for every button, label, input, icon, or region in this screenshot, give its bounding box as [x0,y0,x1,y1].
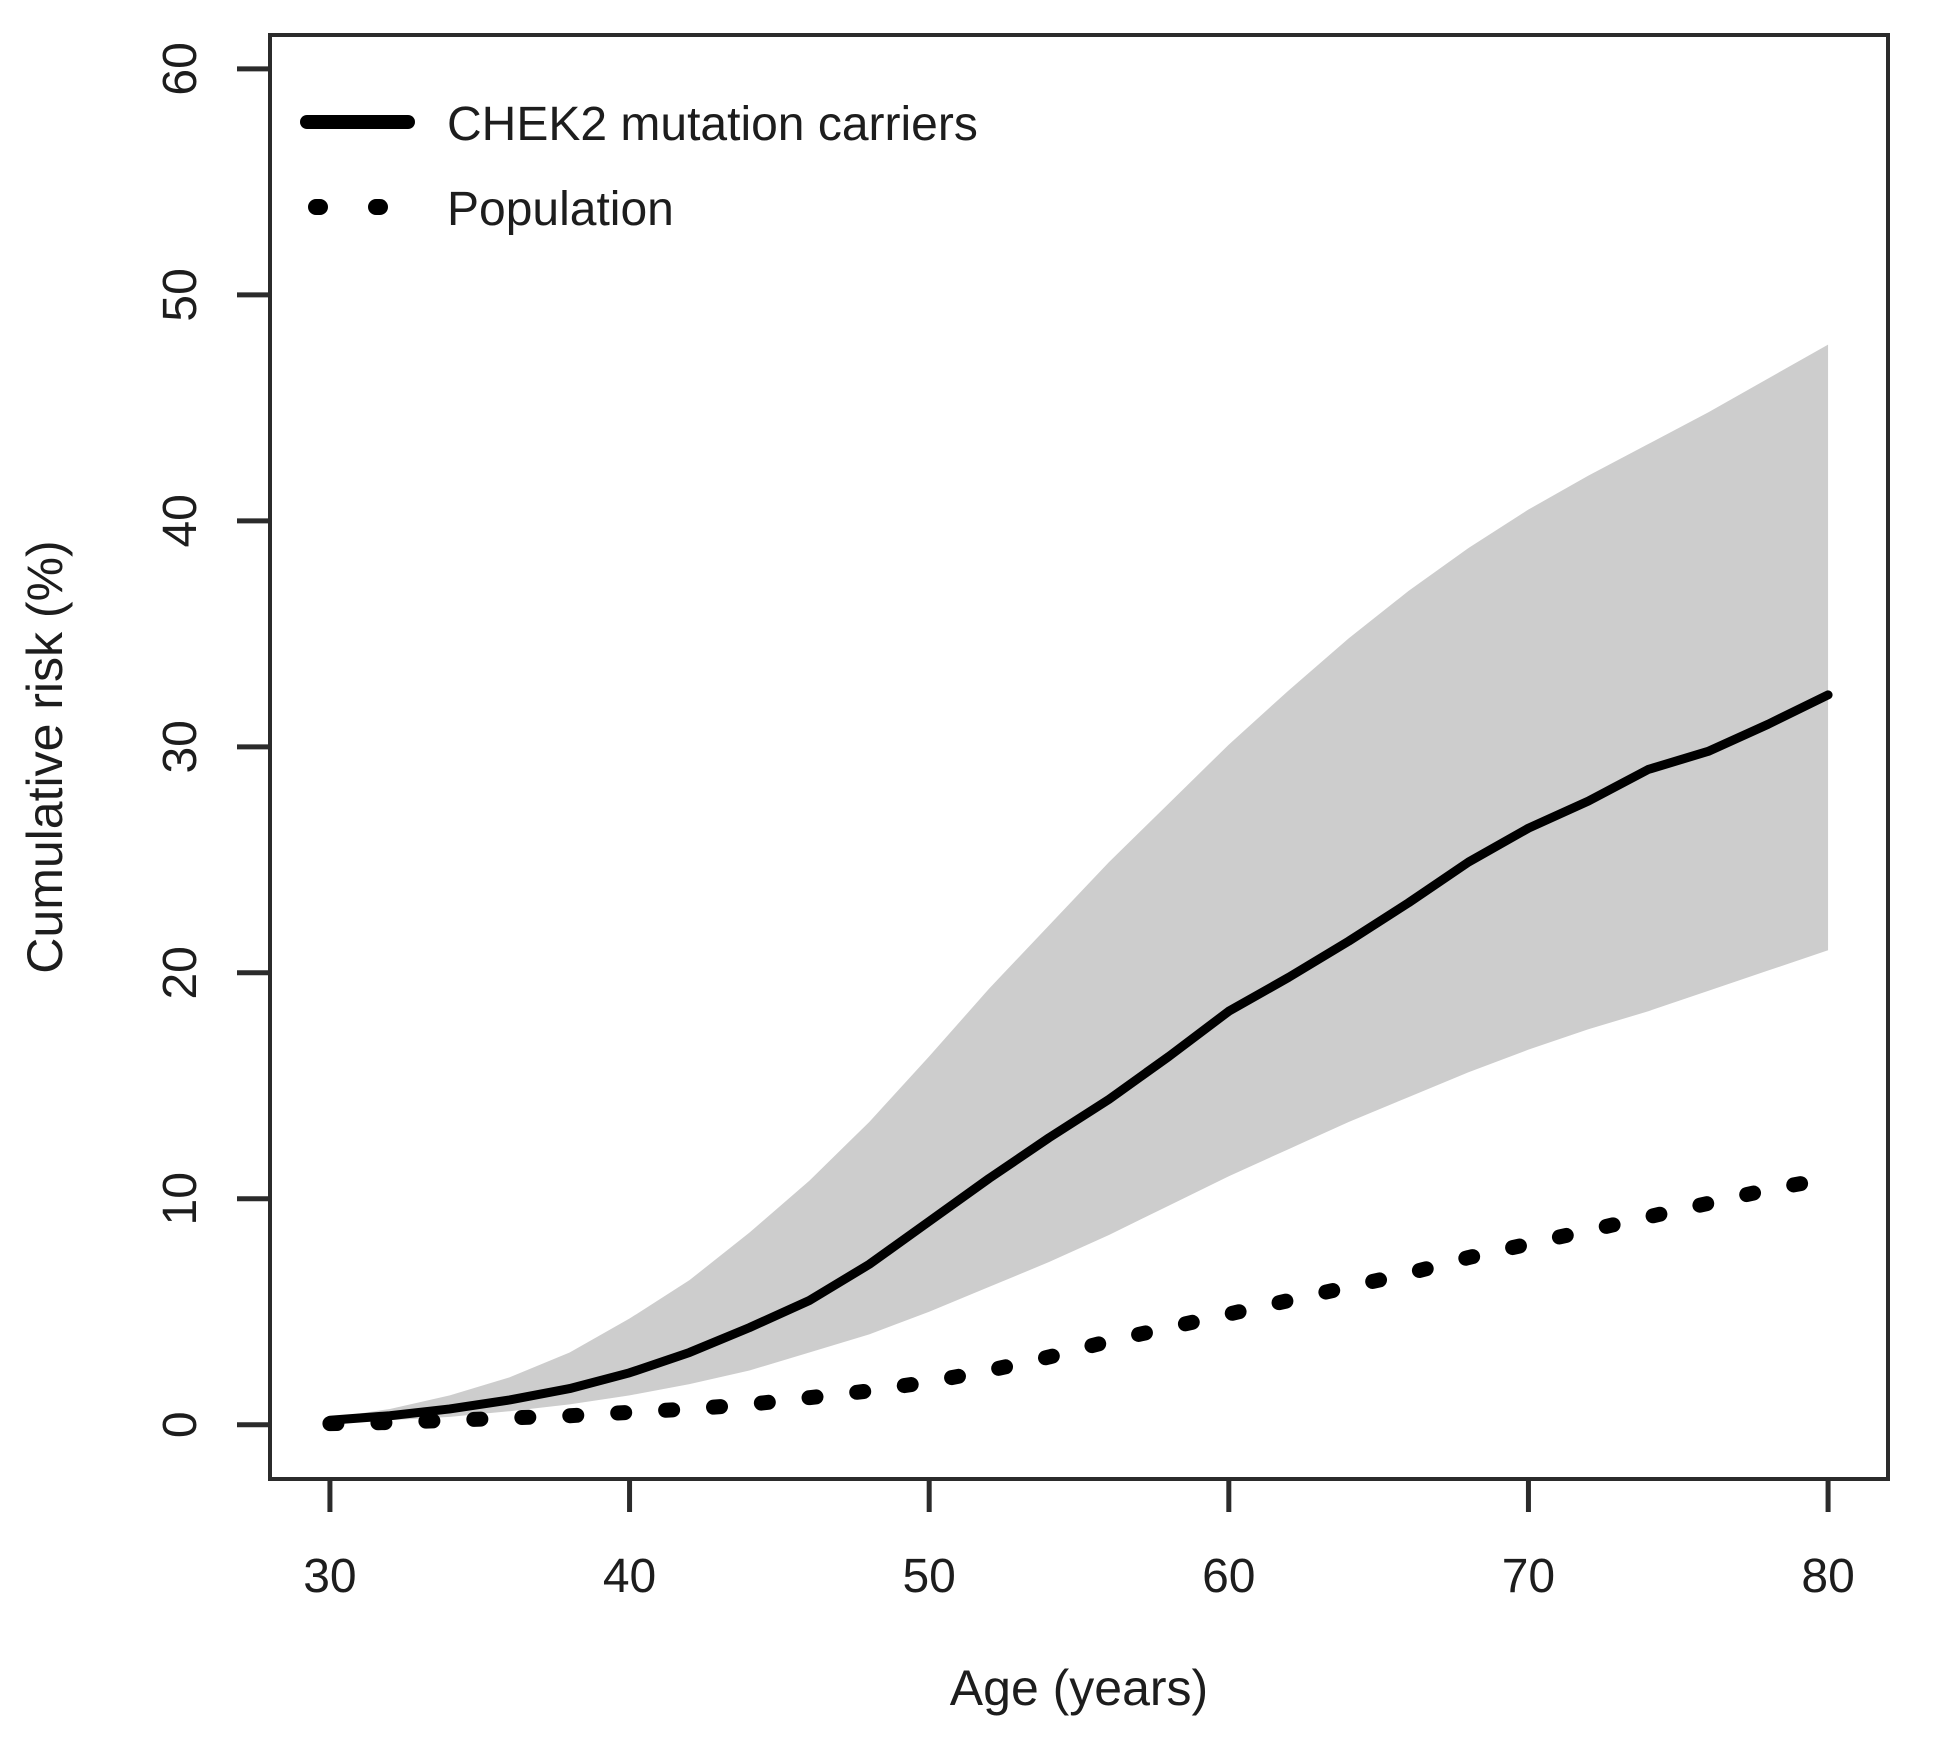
y-axis-title: Cumulative risk (%) [17,540,73,973]
legend-label-population: Population [447,183,674,236]
y-axis-ticks: 0 10 20 30 40 50 60 [154,42,270,1438]
y-tick-label: 10 [154,1172,207,1225]
population-line [322,1170,1836,1432]
y-tick-label: 0 [154,1411,207,1438]
x-tick-label: 30 [303,1550,356,1603]
legend: CHEK2 mutation carriers Population [300,98,978,236]
y-tick-label: 60 [154,42,207,95]
y-tick-label: 30 [154,720,207,773]
x-tick-label: 70 [1502,1550,1555,1603]
series-lines [322,690,1836,1432]
x-tick-label: 40 [603,1550,656,1603]
confidence-band [329,344,1829,1423]
y-tick-label: 50 [154,268,207,321]
x-tick-label: 80 [1801,1550,1854,1603]
x-tick-label: 50 [902,1550,955,1603]
x-axis-ticks: 30 40 50 60 70 80 [303,1479,1855,1603]
plot-border [268,33,1890,1481]
x-axis-title: Age (years) [950,1660,1208,1716]
x-tick-label: 60 [1202,1550,1255,1603]
y-tick-label: 40 [154,494,207,547]
legend-label-chek2: CHEK2 mutation carriers [447,98,978,151]
chek2-carriers-line [325,690,1833,1425]
confidence-band-area [329,344,1829,1423]
y-tick-label: 20 [154,946,207,999]
